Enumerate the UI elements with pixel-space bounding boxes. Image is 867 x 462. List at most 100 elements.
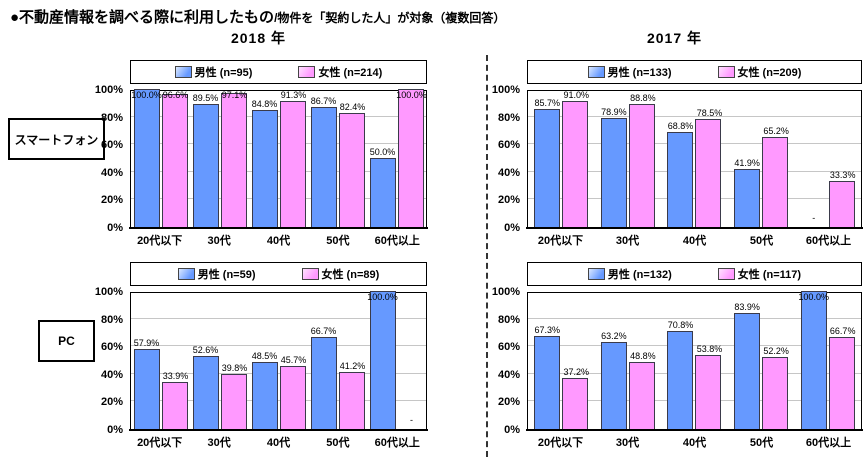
bar-female: [628, 104, 655, 227]
data-label-male: 67.3%: [534, 325, 561, 336]
data-label-female: 91.0%: [563, 90, 590, 101]
y-axis-labels: 100% 80% 60% 40% 20% 0%: [487, 286, 523, 436]
data-label-male: 50.0%: [369, 147, 396, 157]
bar-male: [133, 349, 160, 429]
x-tick-label: 40代: [266, 235, 291, 247]
x-tick-label: 20代以下: [137, 235, 183, 247]
y-tick-label: 0%: [504, 424, 520, 436]
x-axis-labels: 20代以下 30代 40代 50代 60代以上: [130, 232, 427, 250]
bar-female: [828, 181, 855, 227]
bar-group-2: 89.5% 97.1%: [190, 90, 249, 227]
data-label-female: 41.2%: [339, 361, 366, 372]
bar-male: [369, 291, 396, 429]
data-label-male: 100.0%: [798, 292, 829, 302]
chart-2018-pc: 男性 (n=59) 女性 (n=89) 100% 80% 60% 40% 20% 0% 57…: [90, 262, 428, 454]
legend-label: 男性 (n=132): [607, 269, 672, 281]
legend-label: 男性 (n=59): [197, 269, 256, 281]
y-tick-label: 20%: [497, 396, 520, 409]
bar-male: [534, 336, 561, 429]
legend-label: 女性 (n=117): [737, 269, 802, 281]
chart-2018-smartphone: 男性 (n=95) 女性 (n=214) 100% 80% 60% 40% 20% 0% 1…: [90, 60, 428, 252]
bar-group-1: 85.7% 91.0%: [528, 90, 595, 227]
y-tick-label: 60%: [100, 341, 123, 354]
gridline: [528, 345, 861, 347]
data-label-female: 37.2%: [563, 366, 590, 377]
data-label-male: -: [812, 213, 816, 223]
y-axis-labels: 100% 80% 60% 40% 20% 0%: [90, 84, 126, 234]
bar-female: [279, 101, 306, 227]
column-divider: [486, 55, 488, 457]
bar-group-1: 57.9% 33.9%: [131, 293, 190, 429]
row-label-smartphone: スマートフォン: [8, 118, 105, 160]
data-label-female: 96.6%: [162, 90, 189, 100]
x-tick-label: 30代: [615, 235, 640, 247]
bar-male: [251, 109, 278, 227]
bar-group-5: - 33.3%: [794, 91, 861, 227]
bar-group-5: 50.0% 100.0%: [367, 89, 427, 227]
y-tick-label: 80%: [497, 111, 520, 124]
bar-male: [667, 331, 694, 429]
gridline: [131, 345, 426, 347]
plot-area: 100.0% 96.6% 89.5% 97.1% 84.8% 91.3% 86.7% 82.4…: [129, 89, 428, 229]
male-swatch: [174, 66, 192, 78]
bar-male: [734, 169, 761, 227]
legend-item-female: 女性 (n=214): [298, 64, 382, 80]
legend-item-male: 男性 (n=132): [587, 266, 672, 282]
x-tick-label: 40代: [682, 437, 707, 449]
data-label-male: 41.9%: [734, 158, 760, 169]
gridline: [131, 143, 426, 145]
bar-male: [369, 158, 396, 227]
y-tick-label: 0%: [504, 222, 520, 234]
x-tick-label: 60代以上: [805, 437, 852, 449]
legend-label: 男性 (n=95): [194, 67, 253, 79]
gridline: [131, 372, 426, 374]
y-tick-label: 100%: [94, 84, 123, 96]
legend-item-male: 男性 (n=59): [177, 266, 256, 282]
x-tick-label: 30代: [207, 235, 231, 247]
y-tick-label: 60%: [497, 341, 520, 354]
data-label-male: 68.8%: [667, 121, 694, 132]
y-tick-label: 80%: [100, 313, 123, 326]
bar-female: [161, 93, 188, 227]
bar-group-1: 100.0% 96.6%: [131, 89, 190, 227]
legend-item-female: 女性 (n=89): [301, 266, 380, 282]
y-tick-label: 40%: [497, 166, 520, 179]
data-label-female: 100.0%: [396, 90, 427, 100]
female-swatch: [717, 268, 735, 280]
chart-2017-smartphone: 男性 (n=133) 女性 (n=209) 100% 80% 60% 40% 20% 0% …: [487, 60, 863, 252]
data-label-female: 33.9%: [162, 371, 189, 382]
plot-area: 85.7% 91.0% 78.9% 88.8% 68.8% 78.5% 41.9% 65.2%…: [526, 90, 863, 229]
x-tick-label: 30代: [615, 437, 640, 449]
bar-male: [133, 89, 160, 227]
legend: 男性 (n=132) 女性 (n=117): [527, 262, 862, 286]
x-tick-label: 60代以上: [805, 235, 852, 247]
bar-female: [762, 356, 789, 429]
y-tick-label: 20%: [100, 194, 123, 207]
y-axis-labels: 100% 80% 60% 40% 20% 0%: [487, 84, 523, 234]
data-label-male: 83.9%: [734, 302, 760, 313]
legend-label: 女性 (n=89): [321, 269, 380, 281]
gridline: [528, 198, 861, 200]
bar-group-2: 78.9% 88.8%: [595, 91, 662, 227]
data-label-male: 89.5%: [192, 92, 219, 103]
plot-area: 57.9% 33.9% 52.6% 39.8% 48.5% 45.7% 66.7% 41.2%…: [129, 291, 428, 431]
x-tick-label: 20代以下: [537, 235, 584, 247]
bar-female: [695, 118, 722, 227]
bar-group-4: 41.9% 65.2%: [728, 91, 795, 227]
data-label-female: 82.4%: [339, 102, 366, 113]
bar-male: [734, 313, 761, 429]
bar-male: [667, 132, 694, 227]
row-label-pc: PC: [38, 320, 95, 362]
bar-female: [220, 374, 247, 429]
bar-group-4: 83.9% 52.2%: [728, 293, 795, 429]
bar-male: [310, 107, 337, 227]
gridline: [131, 317, 426, 319]
page-title: ●不動産情報を調べる際に利用したもの/物件を「契約した人」が対象（複数回答）: [10, 6, 505, 27]
data-label-female: -: [410, 415, 413, 425]
x-tick-label: 50代: [749, 437, 774, 449]
bar-group-3: 48.5% 45.7%: [249, 293, 308, 429]
data-label-male: 66.7%: [310, 325, 337, 336]
y-tick-label: 60%: [497, 139, 520, 152]
data-label-female: 78.5%: [696, 107, 723, 118]
